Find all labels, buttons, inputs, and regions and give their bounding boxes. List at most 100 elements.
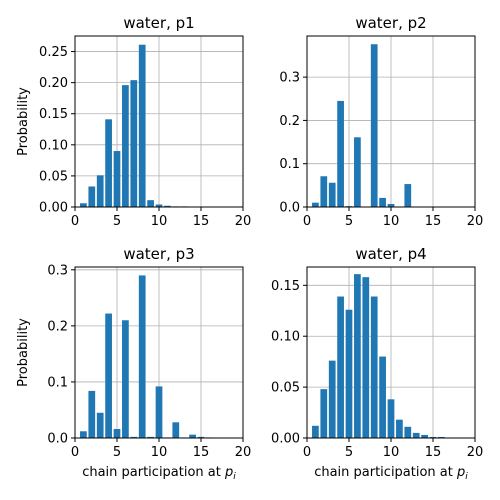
subplot-1: 0 5 10 15 20 0.00 0.05 0.10 0.15 0.20 0.25 water, p… — [16, 14, 251, 229]
y-tick-label: 0.2 — [47, 319, 68, 334]
bar — [404, 184, 412, 207]
x-tick-label: 0 — [303, 445, 311, 460]
bar — [96, 175, 104, 207]
x-axis-label: chain participation at pi — [314, 465, 468, 482]
subplot-title: water, p1 — [123, 14, 194, 32]
bar — [328, 360, 336, 438]
x-tick-label: 20 — [467, 214, 484, 229]
x-tick-label: 5 — [113, 445, 121, 460]
x-tick-label: 20 — [235, 445, 252, 460]
bar — [164, 205, 171, 207]
y-tick-label: 0.10 — [271, 330, 300, 345]
subplot-title: water, p4 — [355, 245, 426, 263]
bar — [362, 277, 370, 438]
subplot-title: water, p2 — [355, 14, 426, 32]
y-tick-label: 0.25 — [39, 45, 68, 60]
x-tick-label: 0 — [71, 214, 79, 229]
bar — [370, 44, 378, 208]
y-tick-label: 0.3 — [279, 71, 300, 86]
subplot-2: 0 5 10 15 20 0.0 0.1 0.2 0.3 water, p2 — [279, 14, 483, 229]
y-tick-label: 0.0 — [279, 201, 300, 216]
y-tick-label: 0.0 — [47, 432, 68, 447]
bar — [387, 203, 395, 207]
x-tick-label: 10 — [151, 445, 168, 460]
x-tick-label: 15 — [193, 214, 210, 229]
bar — [370, 296, 378, 438]
x-tick-label: 0 — [71, 445, 79, 460]
bar — [105, 313, 112, 438]
x-tick-label: 10 — [151, 214, 168, 229]
y-axis-label: Probability — [16, 87, 31, 156]
bar — [354, 137, 361, 207]
bar — [80, 203, 87, 207]
y-axis-label: Probability — [16, 318, 31, 387]
y-tick-label: 0.15 — [271, 279, 300, 294]
subplot-4: 0 5 10 15 20 0.00 0.05 0.10 0.15 water, p4 chain p… — [271, 245, 483, 482]
bar — [80, 431, 87, 438]
bar — [312, 425, 319, 438]
x-tick-label: 20 — [235, 214, 252, 229]
bar — [122, 85, 129, 207]
bar — [438, 436, 445, 438]
y-tick-label: 0.3 — [47, 263, 68, 278]
bar — [147, 436, 154, 438]
bar — [105, 119, 112, 207]
x-tick-label: 15 — [193, 445, 210, 460]
bar — [96, 412, 104, 438]
subplot-title: water, p3 — [123, 245, 194, 263]
bar — [421, 434, 428, 438]
bar — [113, 429, 121, 438]
bar — [337, 296, 344, 438]
y-tick-label: 0.2 — [279, 114, 300, 129]
bar — [138, 275, 146, 438]
y-tick-label: 0.1 — [279, 157, 300, 172]
bar — [404, 426, 412, 438]
y-tick-label: 0.15 — [39, 107, 68, 122]
bar — [328, 182, 336, 207]
bar — [155, 386, 163, 438]
y-tick-label: 0.20 — [39, 76, 68, 91]
y-tick-label: 0.10 — [39, 138, 68, 153]
bar — [396, 419, 403, 438]
bar — [147, 200, 154, 207]
subplot-3: 0 5 10 15 20 0.0 0.1 0.2 0.3 water, p3 Probability… — [16, 245, 251, 482]
bar — [320, 389, 328, 438]
bar — [189, 434, 196, 438]
x-tick-label: 5 — [345, 445, 353, 460]
y-tick-label: 0.1 — [47, 375, 68, 390]
bar — [429, 436, 437, 438]
bar — [337, 100, 344, 207]
x-tick-label: 5 — [113, 214, 121, 229]
x-axis-label: chain participation at pi — [82, 465, 236, 482]
bar — [88, 186, 96, 207]
y-tick-label: 0.05 — [39, 169, 68, 184]
bar — [412, 432, 420, 438]
bar — [197, 436, 205, 438]
bar — [113, 151, 121, 207]
bar — [354, 274, 361, 438]
bar — [345, 309, 353, 438]
x-tick-label: 15 — [425, 445, 442, 460]
bar — [138, 44, 146, 207]
bar — [379, 356, 386, 438]
bar — [387, 399, 395, 438]
bar — [379, 197, 386, 207]
x-tick-label: 15 — [425, 214, 442, 229]
bar — [130, 436, 138, 438]
x-tick-label: 5 — [345, 214, 353, 229]
bar — [122, 320, 129, 438]
bar — [88, 390, 96, 438]
x-tick-label: 20 — [467, 445, 484, 460]
x-tick-label: 0 — [303, 214, 311, 229]
y-tick-label: 0.05 — [271, 381, 300, 396]
bar — [172, 422, 180, 438]
x-tick-label: 10 — [383, 445, 400, 460]
bar — [155, 204, 163, 207]
bar — [312, 202, 319, 207]
y-tick-label: 0.00 — [271, 432, 300, 447]
bar — [130, 80, 138, 207]
bar — [320, 176, 328, 207]
x-tick-label: 10 — [383, 214, 400, 229]
y-tick-label: 0.00 — [39, 201, 68, 216]
